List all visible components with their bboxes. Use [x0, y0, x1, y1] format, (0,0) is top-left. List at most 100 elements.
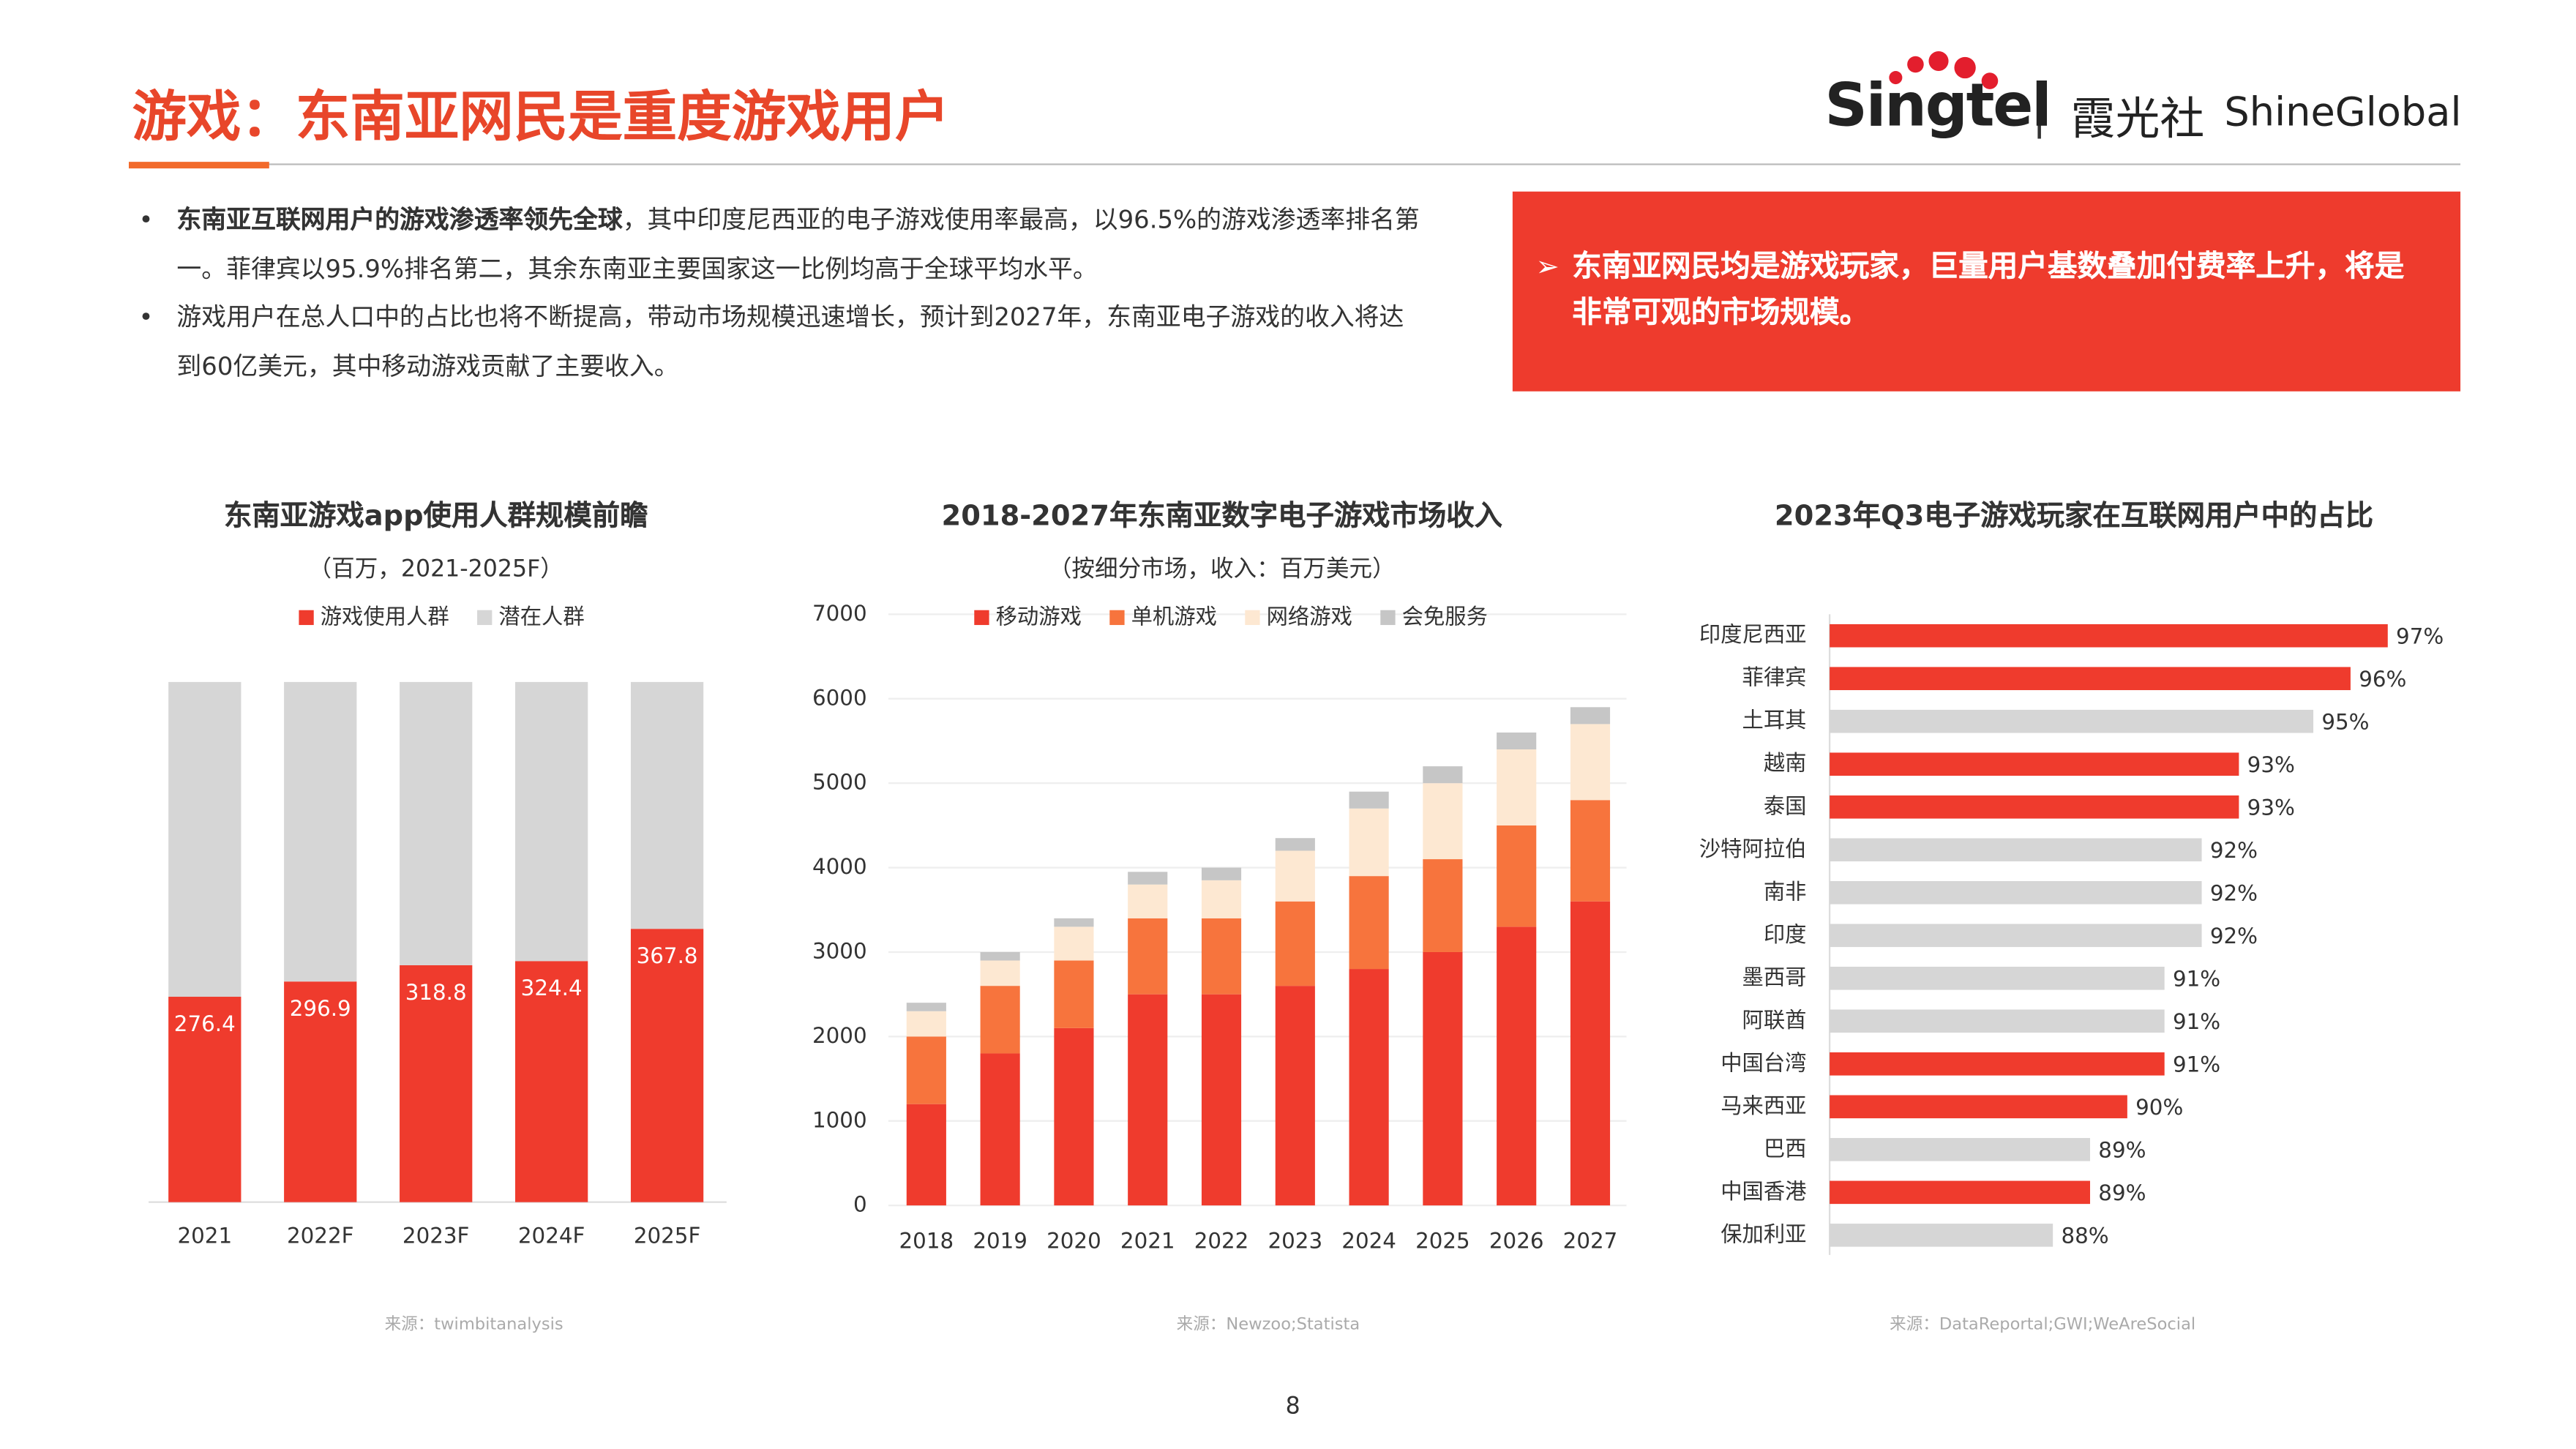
y-tick-label: 5000 — [812, 770, 867, 795]
bar-segment — [1497, 926, 1537, 1206]
bar-segment — [1275, 901, 1315, 986]
bar-segment — [168, 997, 242, 1202]
callout-text: 东南亚网民均是游戏玩家，巨量用户基数叠加付费率上升，将是非常可观的市场规模。 — [1572, 249, 2405, 331]
value-label: 93% — [2247, 795, 2295, 820]
legend-swatch — [477, 610, 493, 626]
logo-dot — [1981, 72, 1999, 89]
y-tick-label: 7000 — [812, 601, 867, 626]
bar-segment — [1128, 918, 1168, 995]
legend-swatch — [1245, 610, 1260, 626]
x-tick-label: 2025F — [634, 1224, 701, 1248]
bar-segment — [400, 965, 473, 1202]
bar — [1830, 795, 2239, 819]
value-label: 92% — [2210, 881, 2258, 906]
value-label: 97% — [2396, 624, 2444, 648]
bar-segment — [1054, 960, 1094, 1028]
value-label: 89% — [2098, 1138, 2146, 1163]
chart-title: 2018-2027年东南亚数字电子游戏市场收入 — [941, 500, 1502, 533]
x-tick-label: 2021 — [177, 1224, 232, 1248]
bar-segment — [1423, 951, 1463, 1206]
bar-segment — [630, 681, 704, 929]
logo — [1889, 50, 2041, 139]
legend-swatch — [1109, 610, 1125, 626]
callout-arrow: ➢ — [1535, 250, 1560, 285]
bar — [1830, 1009, 2165, 1033]
x-tick-label: 2024 — [1341, 1228, 1396, 1253]
x-tick-label: 2024F — [518, 1224, 585, 1248]
bar-segment — [1275, 850, 1315, 902]
bar-segment — [980, 960, 1020, 986]
bar-segment — [1497, 749, 1537, 825]
legend-label: 移动游戏 — [996, 604, 1082, 629]
bar — [1830, 1095, 2127, 1119]
value-label: 324.4 — [521, 976, 583, 1000]
bar-segment — [1054, 1027, 1094, 1206]
bar-segment — [284, 981, 357, 1202]
bar — [1830, 880, 2202, 905]
page-number: 8 — [1285, 1393, 1300, 1420]
legend-swatch — [974, 610, 989, 626]
x-tick-label: 2027 — [1563, 1228, 1618, 1253]
bar-segment — [1423, 859, 1463, 952]
bar — [1830, 624, 2388, 648]
logo-partner-en: ShineGlobal — [2224, 89, 2462, 136]
bar-segment — [630, 929, 704, 1202]
bar-segment — [1423, 783, 1463, 860]
value-label: 93% — [2247, 752, 2295, 777]
bar-segment — [1275, 986, 1315, 1206]
y-tick-label: 4000 — [812, 854, 867, 879]
bar-segment — [1349, 791, 1389, 809]
bar-segment — [1349, 808, 1389, 877]
value-label: 89% — [2098, 1180, 2146, 1205]
bar-segment — [980, 986, 1020, 1054]
bar-segment — [906, 1104, 946, 1206]
chart-subtitle: （按细分市场，收入：百万美元） — [1048, 556, 1396, 583]
y-tick-label: 0 — [853, 1192, 867, 1217]
legend-label: 游戏使用人群 — [321, 604, 449, 629]
y-tick-label: 马来西亚 — [1721, 1093, 1806, 1118]
y-tick-label: 6000 — [812, 685, 867, 710]
bar-segment — [1201, 918, 1242, 995]
bar-segment — [1201, 994, 1242, 1206]
y-tick-label: 墨西哥 — [1742, 965, 1807, 989]
logo-dot — [1907, 56, 1924, 73]
y-tick-label: 泰国 — [1764, 793, 1807, 818]
chart-source: 来源：Newzoo;Statista — [1176, 1316, 1360, 1335]
x-tick-label: 2018 — [899, 1228, 954, 1253]
bullet: 东南亚互联网用户的游戏渗透率领先全球，其中印度尼西亚的电子游戏使用率最高，以96… — [135, 197, 1423, 294]
value-label: 318.8 — [405, 980, 467, 1005]
bar-segment — [906, 1011, 946, 1037]
value-label: 92% — [2210, 924, 2258, 948]
bar-segment — [284, 681, 357, 982]
bar-segment — [1201, 867, 1242, 880]
bar-segment — [1128, 994, 1168, 1206]
legend-label: 单机游戏 — [1131, 604, 1217, 629]
x-tick-label: 2022F — [287, 1224, 354, 1248]
y-tick-label: 中国香港 — [1721, 1179, 1806, 1204]
bullet-text: 游戏用户在总人口中的占比也将不断提高，带动市场规模迅速增长，预计到2027年，东… — [176, 302, 1404, 381]
y-tick-label: 2000 — [812, 1023, 867, 1048]
bar-segment — [1423, 766, 1463, 784]
x-tick-label: 2020 — [1046, 1228, 1101, 1253]
y-tick-label: 越南 — [1764, 751, 1807, 776]
bar — [1830, 667, 2351, 691]
bar — [1830, 838, 2202, 862]
chart-subtitle: （百万，2021-2025F） — [308, 556, 564, 583]
value-label: 92% — [2210, 838, 2258, 863]
value-label: 91% — [2173, 967, 2220, 992]
logo-dot — [1889, 71, 1903, 85]
y-tick-label: 土耳其 — [1742, 708, 1807, 733]
chart-source: 来源：twimbitanalysis — [384, 1316, 564, 1335]
x-tick-label: 2023F — [402, 1224, 470, 1248]
slide-title: 游戏：东南亚网民是重度游戏用户 — [132, 84, 950, 149]
value-label: 276.4 — [174, 1011, 236, 1036]
x-tick-label: 2019 — [973, 1228, 1027, 1253]
bar — [1830, 1224, 2053, 1247]
bullet-text: ，其中印度尼西亚的电子游戏使用率最高，以96.5%的游戏渗透率排名第一。菲律宾以… — [176, 204, 1420, 283]
bar-segment — [1054, 926, 1094, 961]
y-tick-label: 中国台湾 — [1721, 1050, 1806, 1075]
bar-segment — [980, 1053, 1020, 1206]
callout-box: ➢ 东南亚网民均是游戏玩家，巨量用户基数叠加付费率上升，将是非常可观的市场规模。 — [1512, 191, 2461, 392]
x-tick-label: 2021 — [1120, 1228, 1175, 1253]
